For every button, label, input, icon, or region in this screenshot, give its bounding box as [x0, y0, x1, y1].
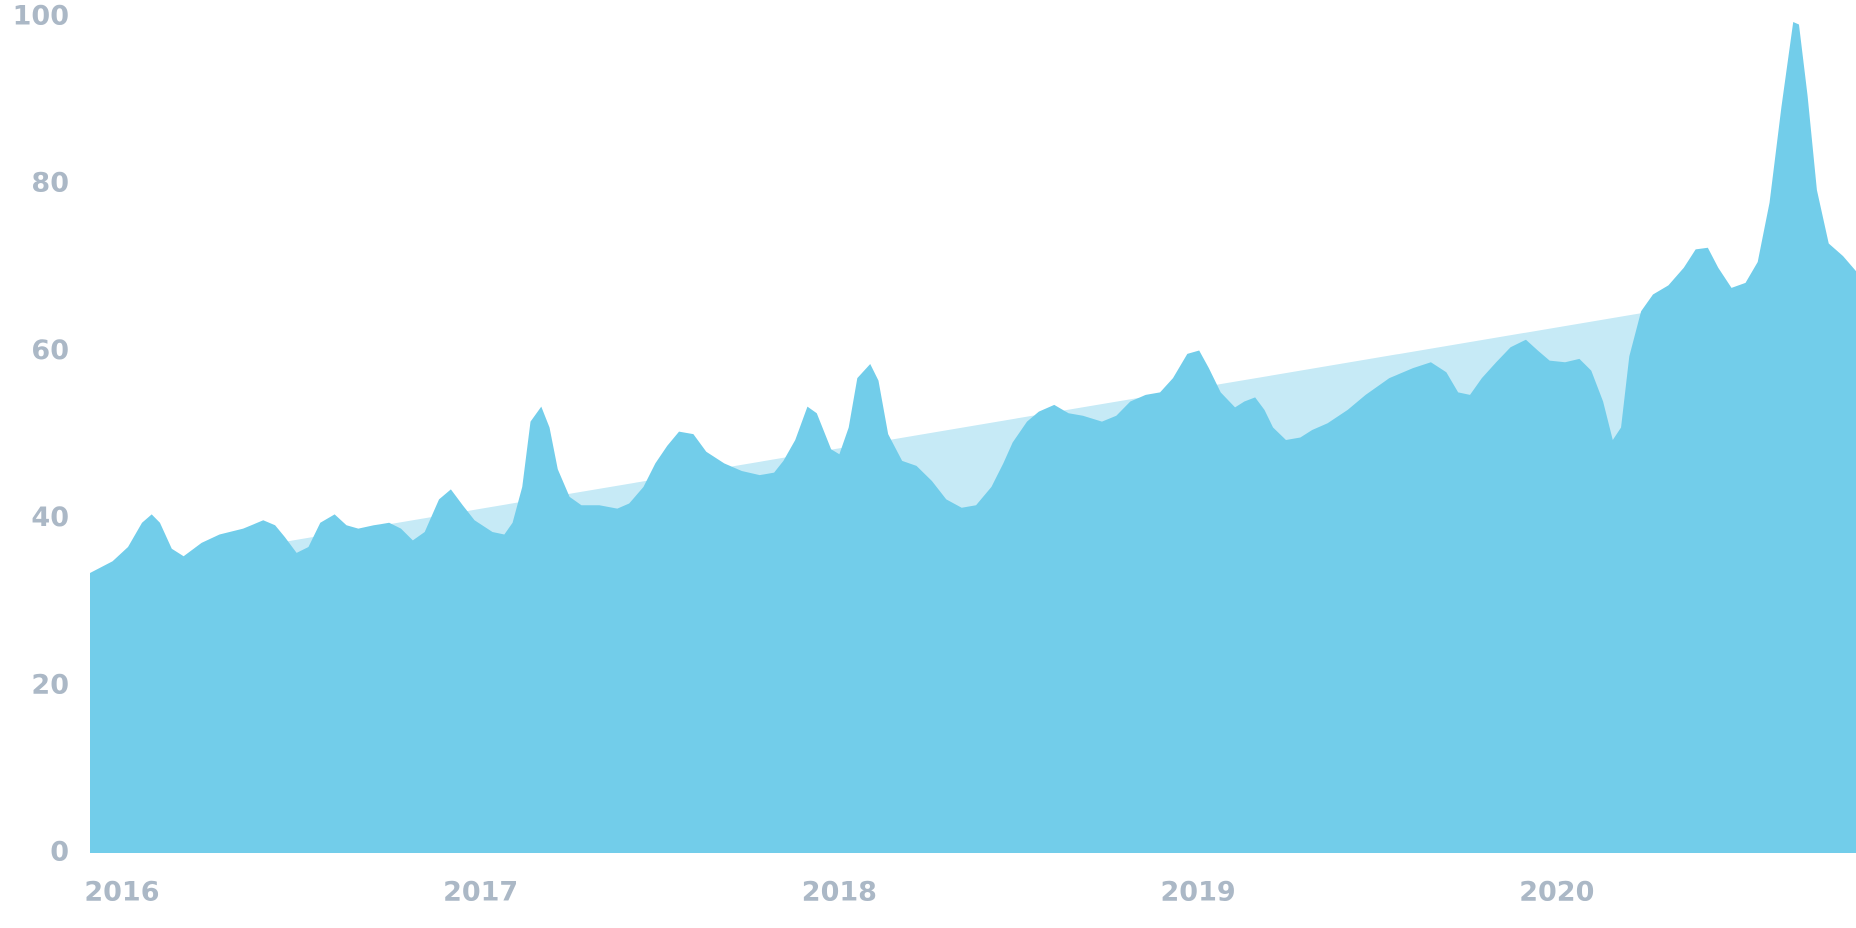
y-tick-label: 40 [31, 502, 69, 533]
y-tick-label: 20 [31, 669, 69, 700]
x-tick-label: 2020 [1519, 877, 1594, 908]
x-tick-label: 2016 [84, 877, 159, 908]
y-tick-label: 0 [50, 837, 69, 868]
x-tick-label: 2017 [443, 877, 518, 908]
x-tick-label: 2019 [1161, 877, 1236, 908]
y-tick-label: 80 [31, 168, 69, 199]
x-tick-label: 2018 [802, 877, 877, 908]
area [90, 22, 1856, 853]
y-tick-label: 100 [13, 1, 69, 32]
y-tick-label: 60 [31, 335, 69, 366]
